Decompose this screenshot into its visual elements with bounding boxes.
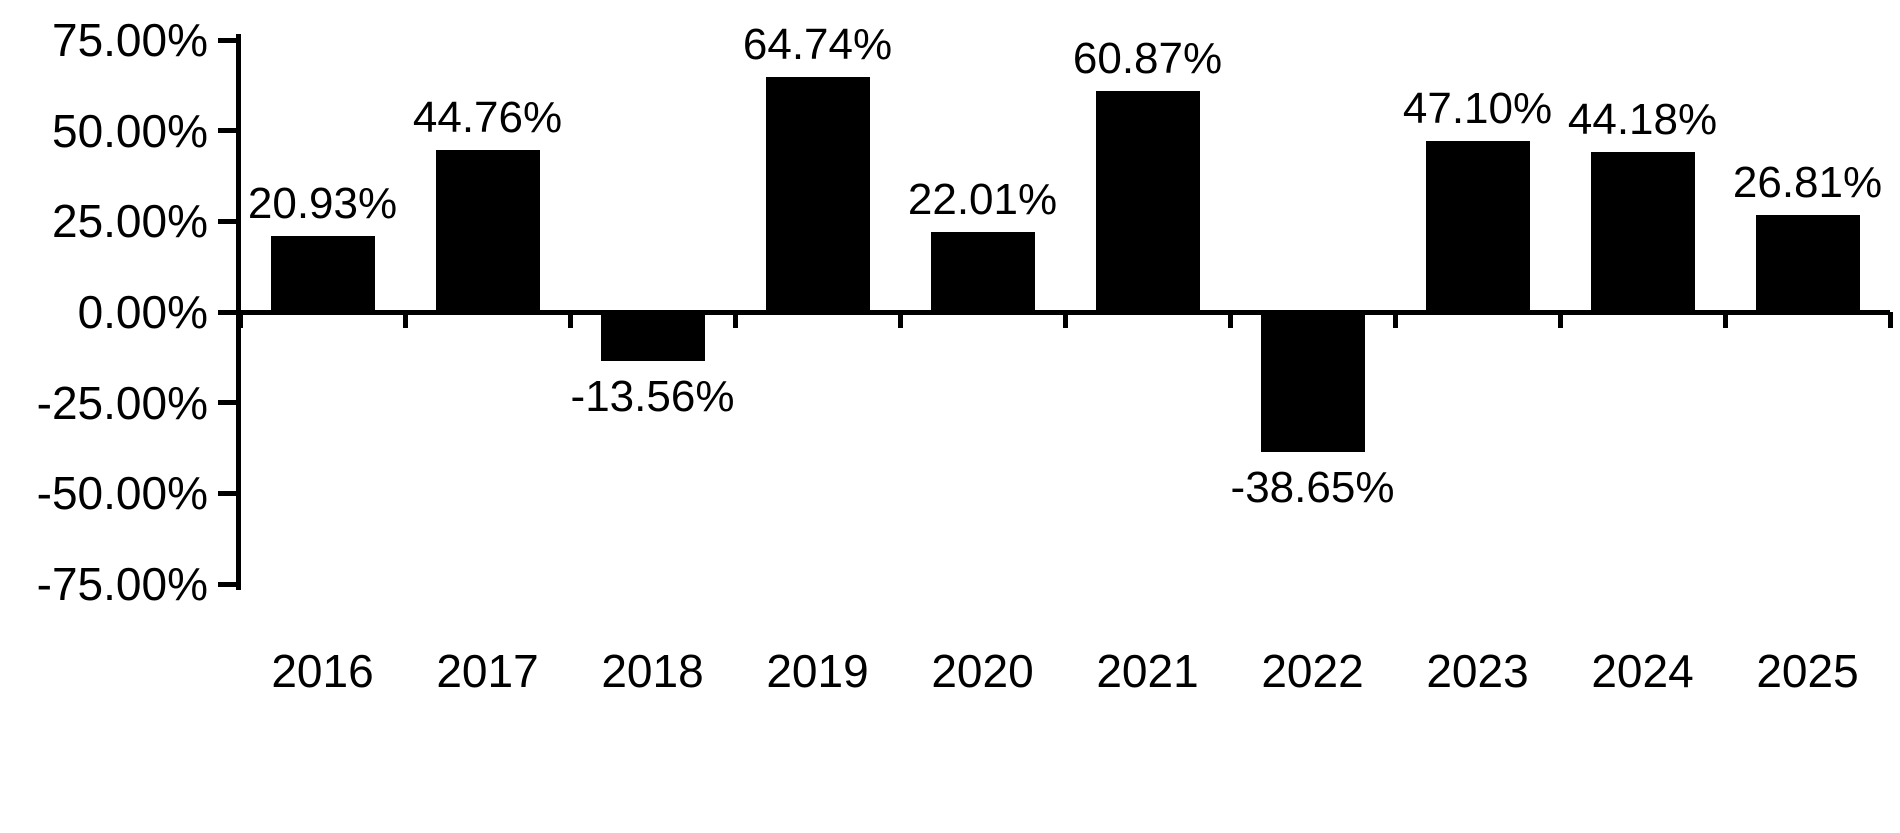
x-axis-label: 2020 (931, 645, 1034, 697)
y-axis-label: -25.00% (36, 376, 208, 429)
bar-value-label: 44.18% (1567, 94, 1718, 144)
x-axis-label: 2018 (601, 645, 704, 697)
bar-2022 (1260, 312, 1365, 453)
x-tick (1392, 312, 1398, 328)
x-axis-label: 2019 (766, 645, 869, 697)
y-tick (218, 218, 236, 224)
x-axis-label: 2017 (436, 645, 539, 697)
y-tick (218, 400, 236, 406)
bar-value-label: 26.81% (1732, 157, 1883, 207)
bar-2019 (765, 77, 870, 312)
x-tick (1062, 312, 1068, 328)
x-tick (1722, 312, 1728, 328)
bar-2021 (1095, 91, 1200, 312)
y-axis-label: 75.00% (51, 14, 208, 66)
bar-2017 (435, 149, 540, 312)
y-tick (218, 309, 236, 315)
x-tick (732, 312, 738, 328)
x-tick (567, 312, 573, 328)
bar-2020 (930, 232, 1035, 312)
y-tick (218, 581, 236, 587)
x-axis-label: 2021 (1096, 645, 1199, 697)
bar-2018 (600, 312, 705, 362)
x-axis-label: 2025 (1756, 645, 1859, 697)
x-tick (1887, 312, 1893, 328)
bar-2023 (1425, 141, 1530, 312)
bar-value-label: 44.76% (412, 92, 563, 142)
x-axis-label: 2022 (1261, 645, 1364, 697)
y-tick (218, 490, 236, 496)
y-axis-label: 0.00% (77, 286, 208, 338)
y-axis-label: -75.00% (36, 558, 208, 610)
bar-value-label: 22.01% (907, 175, 1058, 225)
y-axis-label: 25.00% (51, 195, 208, 248)
x-tick (402, 312, 408, 328)
bar-value-label: 64.74% (742, 20, 893, 70)
x-axis-label: 2016 (271, 645, 374, 697)
bar-value-label: -38.65% (1230, 463, 1395, 513)
bar-value-label: 20.93% (247, 179, 398, 229)
bar-2016 (270, 236, 375, 312)
x-tick (897, 312, 903, 328)
bar-2024 (1590, 151, 1695, 312)
y-tick (218, 37, 236, 43)
x-tick (1227, 312, 1233, 328)
x-axis-label: 2023 (1426, 645, 1529, 697)
bar-value-label: -13.56% (570, 372, 735, 422)
bar-value-label: 60.87% (1072, 34, 1223, 84)
x-tick (1557, 312, 1563, 328)
y-axis-label: -50.00% (36, 467, 208, 520)
x-tick (237, 312, 243, 328)
y-tick (218, 128, 236, 134)
bar-value-label: 47.10% (1402, 84, 1553, 134)
y-axis-label: 50.00% (51, 104, 208, 157)
x-axis-label: 2024 (1591, 645, 1694, 697)
bar-2025 (1755, 214, 1860, 312)
